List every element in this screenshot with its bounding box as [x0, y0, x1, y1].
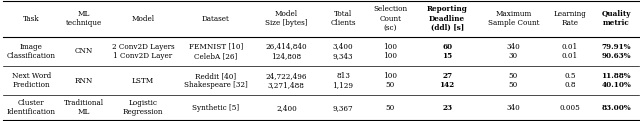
Text: Maximum
Sample Count: Maximum Sample Count [488, 10, 540, 27]
Text: Quality
metric: Quality metric [602, 10, 631, 27]
Text: Total
Clients: Total Clients [330, 10, 356, 27]
Text: 340: 340 [507, 104, 520, 112]
Text: 0.5
0.8: 0.5 0.8 [564, 72, 576, 89]
Text: Reddit [40]
Shakespeare [32]: Reddit [40] Shakespeare [32] [184, 72, 248, 89]
Text: 2 Conv2D Layers
1 Conv2D Layer: 2 Conv2D Layers 1 Conv2D Layer [112, 43, 174, 60]
Text: 50: 50 [386, 104, 395, 112]
Text: 26,414,840
124,808: 26,414,840 124,808 [266, 43, 307, 60]
Text: Task: Task [23, 15, 40, 23]
Text: 27
142: 27 142 [440, 72, 455, 89]
Text: 60
15: 60 15 [442, 43, 452, 60]
Text: Learning
Rate: Learning Rate [554, 10, 586, 27]
Text: 11.88%
40.10%: 11.88% 40.10% [602, 72, 631, 89]
Text: 24,722,496
3,271,488: 24,722,496 3,271,488 [266, 72, 307, 89]
Text: 50
50: 50 50 [509, 72, 518, 89]
Text: CNN: CNN [74, 47, 93, 55]
Text: 100
50: 100 50 [383, 72, 397, 89]
Text: Image
Classification: Image Classification [7, 43, 56, 60]
Text: Dataset: Dataset [202, 15, 230, 23]
Text: Model
Size [bytes]: Model Size [bytes] [265, 10, 308, 27]
Text: Cluster
Identification: Cluster Identification [7, 99, 56, 116]
Text: 0.01
0.01: 0.01 0.01 [562, 43, 578, 60]
Text: 2,400: 2,400 [276, 104, 297, 112]
Text: Selection
Count
(sc): Selection Count (sc) [373, 5, 407, 32]
Text: ML
technique: ML technique [65, 10, 102, 27]
Text: Reporting
Deadline
(ddl) [s]: Reporting Deadline (ddl) [s] [427, 5, 468, 32]
Text: 100
100: 100 100 [383, 43, 397, 60]
Text: FEMNIST [10]
CelebA [26]: FEMNIST [10] CelebA [26] [189, 43, 243, 60]
Text: Traditional
ML: Traditional ML [63, 99, 104, 116]
Text: 23: 23 [442, 104, 452, 112]
Text: 79.91%
90.63%: 79.91% 90.63% [602, 43, 631, 60]
Text: RNN: RNN [74, 77, 93, 85]
Text: 83.00%: 83.00% [602, 104, 631, 112]
Text: Next Word
Prediction: Next Word Prediction [12, 72, 51, 89]
Text: 9,367: 9,367 [333, 104, 353, 112]
Text: 340
30: 340 30 [507, 43, 520, 60]
Text: Logistic
Regression: Logistic Regression [123, 99, 163, 116]
Text: 3,400
9,343: 3,400 9,343 [333, 43, 353, 60]
Text: 813
1,129: 813 1,129 [332, 72, 353, 89]
Text: 0.005: 0.005 [560, 104, 580, 112]
Text: Model: Model [131, 15, 155, 23]
Text: Synthetic [5]: Synthetic [5] [192, 104, 239, 112]
Text: LSTM: LSTM [132, 77, 154, 85]
